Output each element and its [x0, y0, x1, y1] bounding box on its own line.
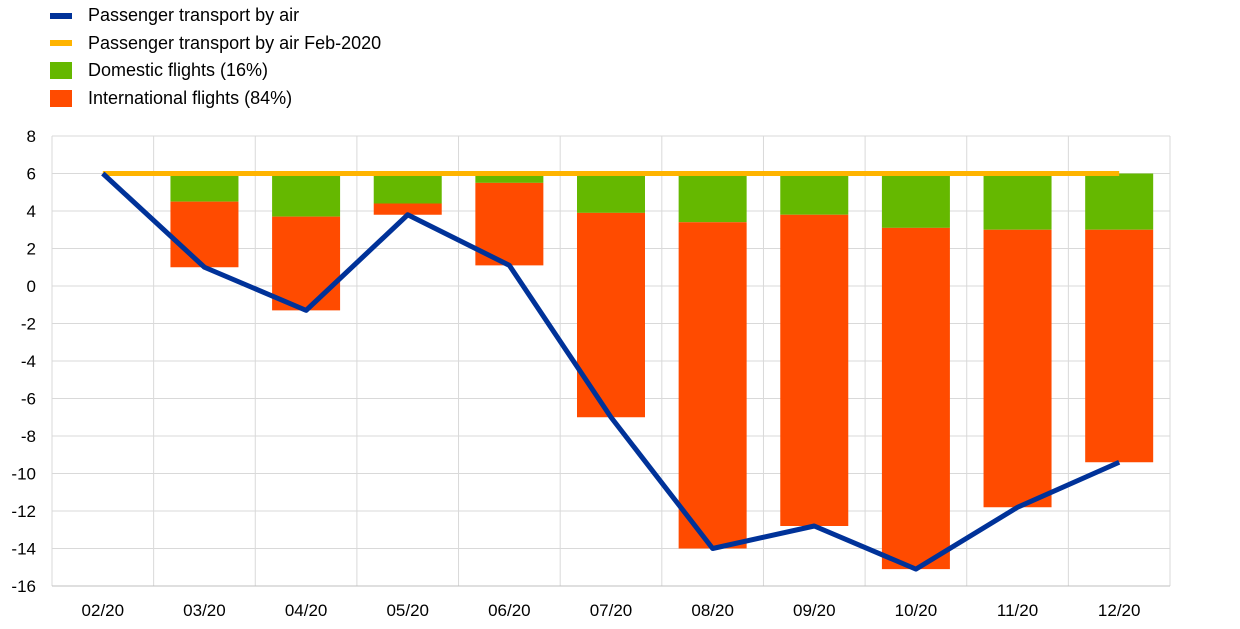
- bar-domestic: [1085, 173, 1154, 230]
- bar-domestic: [475, 173, 544, 183]
- x-tick-label: 10/20: [895, 601, 938, 620]
- legend-item-international: International flights (84%): [50, 85, 381, 113]
- y-tick-label: -8: [21, 427, 36, 446]
- bar-domestic: [881, 173, 950, 228]
- legend-item-domestic: Domestic flights (16%): [50, 57, 381, 85]
- legend-label: Passenger transport by air Feb-2020: [88, 32, 382, 53]
- x-tick-label: 09/20: [793, 601, 836, 620]
- x-tick-label: 08/20: [691, 601, 734, 620]
- y-tick-label: -2: [21, 315, 36, 334]
- y-tick-label: 0: [27, 277, 36, 296]
- x-tick-label: 11/20: [997, 601, 1038, 620]
- y-tick-label: -4: [21, 352, 36, 371]
- bar-international: [780, 214, 849, 526]
- bar-international: [272, 216, 341, 311]
- legend-item-passenger-air: Passenger transport by air: [50, 2, 381, 30]
- legend-swatch-box: [50, 62, 72, 80]
- y-tick-label: -10: [11, 465, 36, 484]
- bar-international: [373, 203, 442, 215]
- legend-swatch-line: [50, 40, 72, 47]
- x-tick-label: 03/20: [183, 601, 226, 620]
- bar-domestic: [577, 173, 645, 213]
- legend-label: Passenger transport by air: [88, 5, 300, 26]
- legend-label: Domestic flights (16%): [88, 60, 269, 81]
- legend-swatch-line: [50, 12, 72, 19]
- bar-international: [170, 201, 239, 268]
- bar-domestic: [678, 173, 747, 223]
- y-tick-label: -12: [11, 502, 36, 521]
- bar-domestic: [780, 173, 849, 215]
- bar-international: [1085, 229, 1154, 463]
- legend-label: International flights (84%): [88, 87, 293, 108]
- x-tick-label: 12/20: [1098, 601, 1141, 620]
- y-tick-label: 2: [27, 240, 36, 259]
- bar-international: [983, 229, 1052, 508]
- y-tick-label: -14: [11, 540, 36, 559]
- y-tick-label: 6: [27, 165, 36, 184]
- bar-international: [577, 212, 645, 418]
- y-tick-label: 4: [27, 202, 36, 221]
- x-tick-label: 02/20: [82, 601, 125, 620]
- bar-domestic: [373, 173, 442, 204]
- y-tick-label: -16: [11, 577, 36, 596]
- legend: Passenger transport by air Passenger tra…: [50, 2, 381, 112]
- x-tick-label: 04/20: [285, 601, 328, 620]
- bar-domestic: [170, 173, 239, 202]
- legend-item-feb-2020: Passenger transport by air Feb-2020: [50, 30, 381, 58]
- bar-domestic: [272, 173, 341, 217]
- line-passenger-transport: [101, 171, 1121, 572]
- x-tick-label: 06/20: [488, 601, 531, 620]
- x-tick-label: 07/20: [590, 601, 633, 620]
- y-tick-label: -6: [21, 390, 36, 409]
- x-tick-label: 05/20: [386, 601, 429, 620]
- bar-international: [678, 222, 747, 549]
- legend-swatch-box: [50, 89, 72, 107]
- y-tick-label: 8: [27, 127, 36, 146]
- bar-domestic: [983, 173, 1052, 230]
- bar-international: [881, 227, 950, 570]
